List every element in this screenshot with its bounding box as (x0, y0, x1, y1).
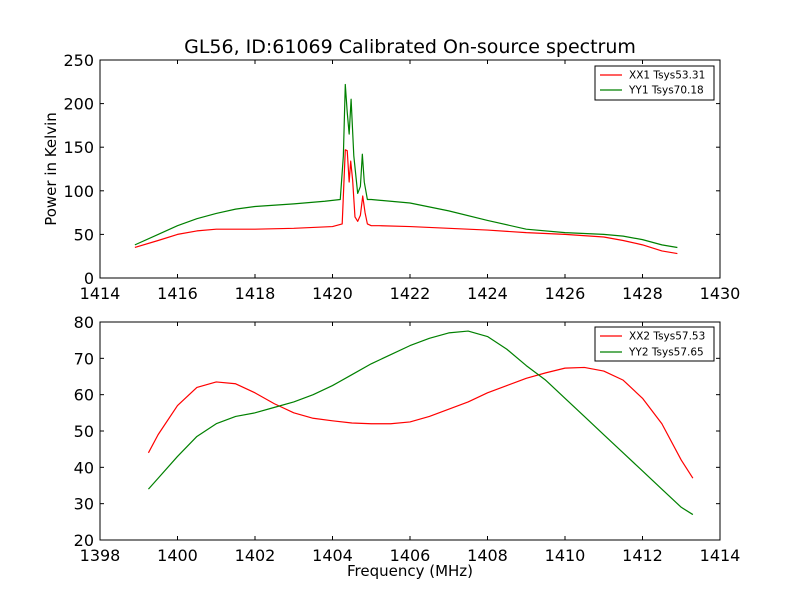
top-xtick-label: 1418 (235, 284, 276, 303)
bottom-series-line-1 (147, 330, 694, 516)
top-xtick-label: 1424 (467, 284, 508, 303)
bottom-ytick-label: 20 (74, 531, 94, 550)
top-legend-label-xx1: XX1 Tsys53.31 (629, 70, 705, 82)
top-xtick-label: 1422 (390, 284, 431, 303)
bottom-series-line-0 (147, 366, 694, 479)
bottom-legend-box (594, 326, 715, 362)
top-ytick-label: 200 (63, 95, 94, 114)
top-series-line-1 (134, 83, 678, 249)
bottom-xtick-label: 1398 (80, 546, 121, 565)
top-ytick-label: 150 (63, 138, 94, 157)
top-xtick-label: 1428 (622, 284, 663, 303)
top-legend-label-yy1: YY1 Tsys70.18 (628, 85, 704, 97)
top-ylabel: Power in Kelvin (42, 112, 60, 226)
bottom-series-group (147, 330, 694, 516)
bottom-ytick-label: 50 (74, 422, 94, 441)
bottom-xlabel: Frequency (MHz) (347, 562, 473, 580)
top-legend: XX1 Tsys53.31 YY1 Tsys70.18 (594, 65, 715, 101)
top-xtick-label: 1416 (157, 284, 198, 303)
top-ytick-label: 0 (84, 269, 94, 288)
bottom-xtick-label: 1402 (235, 546, 276, 565)
top-xtick-label: 1430 (700, 284, 741, 303)
bottom-xtick-label: 1414 (700, 546, 741, 565)
bottom-xtick-label: 1400 (157, 546, 198, 565)
top-xtick-label: 1420 (312, 284, 353, 303)
top-ytick-label: 50 (74, 225, 94, 244)
bottom-ytick-label: 80 (74, 313, 94, 332)
bottom-xtick-label: 1412 (622, 546, 663, 565)
bottom-spectrum-plot: 1398 1400 1402 1404 1406 1408 1410 1412 1414 20 30… (74, 313, 741, 580)
top-spectrum-plot: 1414 1416 1418 1420 1422 1424 1426 1428 1430 0 50 1… (42, 51, 740, 303)
bottom-legend-label-yy2: YY2 Tsys57.65 (628, 347, 704, 359)
top-xtick-label: 1426 (545, 284, 586, 303)
bottom-xtick-label: 1406 (390, 546, 431, 565)
bottom-ytick-label: 30 (74, 495, 94, 514)
bottom-xtick-label: 1408 (467, 546, 508, 565)
bottom-ytick-label: 40 (74, 458, 94, 477)
top-series-group (134, 83, 678, 255)
top-xtick-label: 1414 (80, 284, 121, 303)
top-ticks-group: 1414 1416 1418 1420 1422 1424 1426 1428 1430 0 50 1… (63, 51, 740, 303)
bottom-ticks-group: 1398 1400 1402 1404 1406 1408 1410 1412 1414 20 30… (74, 313, 741, 565)
top-ytick-label: 100 (63, 182, 94, 201)
chart-title: GL56, ID:61069 Calibrated On-source spec… (184, 36, 636, 58)
bottom-ytick-label: 70 (74, 349, 94, 368)
bottom-xtick-label: 1404 (312, 546, 353, 565)
top-legend-box (594, 65, 715, 101)
top-series-line-0 (134, 149, 678, 255)
bottom-legend-label-xx2: XX2 Tsys57.53 (629, 331, 705, 343)
bottom-legend: XX2 Tsys57.53 YY2 Tsys57.65 (594, 326, 715, 362)
top-ytick-label: 250 (63, 51, 94, 70)
bottom-xtick-label: 1410 (545, 546, 586, 565)
bottom-ytick-label: 60 (74, 386, 94, 405)
